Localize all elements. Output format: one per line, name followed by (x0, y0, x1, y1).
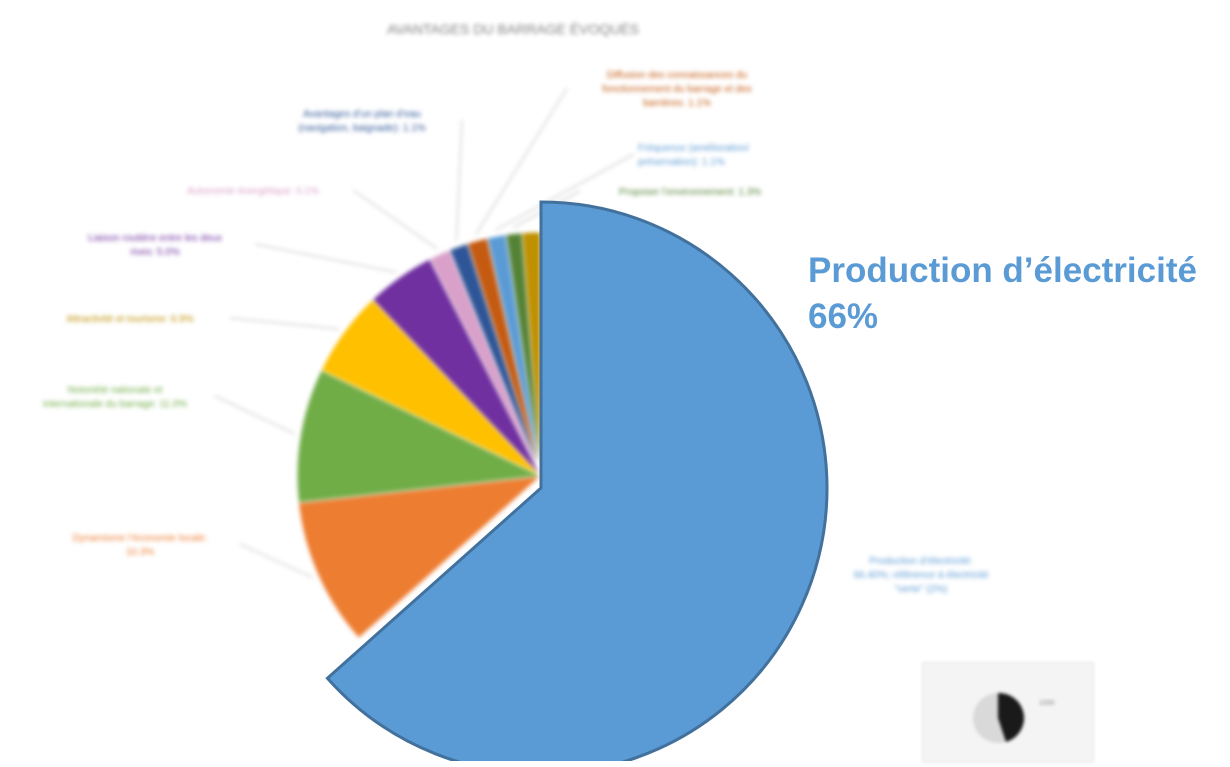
slice-label-1: Dynamisme l’économie locale: 10.3% (72, 533, 207, 558)
callout-label: Production d’électricité (808, 251, 1197, 290)
main-slice-layer (325, 200, 829, 761)
pie-slices (296, 231, 543, 639)
slice-label-2: Notoriété nationale et internationale du … (43, 385, 187, 410)
inset-label: 1000 (1039, 700, 1055, 707)
leader-line-3 (229, 317, 339, 330)
pie-slice-1 (297, 475, 543, 639)
main-slice-callout: Production d’électricité 66% (808, 248, 1197, 340)
slice-label-7: Diffusion des connaissances du fonctionne… (602, 70, 752, 109)
inset-pie: 1000 (973, 692, 1055, 743)
slice-label-8: Fréquence (amélioration/préservation): 1… (638, 143, 749, 168)
inset-pie-slice (998, 692, 1025, 742)
leader-line-2 (214, 395, 295, 435)
leader-line-6 (455, 119, 463, 241)
slice-label-6: Avantages d’un plan d’eau (navigation, ba… (298, 109, 425, 134)
pie-slice-2 (296, 369, 543, 504)
slice-label-0: Production d’électricité: 66.40%; référen… (853, 556, 989, 595)
chart-title: AVANTAGES DU BARRAGE ÉVOQUÉS (387, 21, 639, 37)
slice-label-5: Autonomie énergétique: 0.1% (187, 186, 319, 197)
callout-value: 66% (808, 297, 879, 336)
slice-label-9: Proposer l’environnement: 1.3% (619, 187, 761, 198)
leader-line-4 (254, 243, 397, 273)
slice-label-3: Attractivité et tourisme: 6.9% (66, 314, 193, 325)
inset-thumbnail: 1000 (922, 662, 1094, 763)
pie-slice-main (325, 200, 829, 761)
slice-label-4: Liaison routière entre les deux rives: 5.… (88, 233, 222, 258)
leader-line-1 (239, 543, 313, 579)
leader-line-7 (475, 87, 568, 235)
leader-line-8 (495, 153, 635, 231)
blurred-chart-layer: AVANTAGES DU BARRAGE ÉVOQUÉS Production … (43, 21, 989, 639)
leader-line-5 (352, 189, 438, 250)
